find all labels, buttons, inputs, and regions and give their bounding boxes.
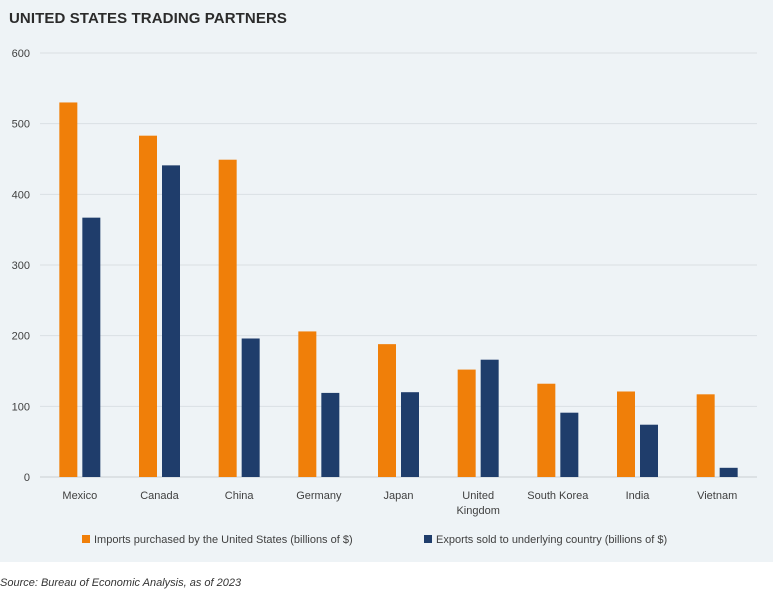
bar (218, 159, 237, 477)
chart-title: UNITED STATES TRADING PARTNERS (9, 10, 288, 27)
y-tick-label: 300 (12, 260, 30, 272)
x-axis-tick-labels: Mexico Canada China Germany Japan United Kingd… (62, 490, 737, 517)
bar (401, 392, 419, 477)
bar (298, 331, 317, 477)
bar (139, 135, 157, 477)
bar (457, 369, 476, 477)
bar (162, 165, 180, 478)
legend: Imports purchased by the United States (… (82, 534, 667, 546)
x-tick-label: United Kingdom (456, 490, 499, 517)
legend-swatch (82, 535, 90, 543)
y-tick-label: 100 (12, 401, 30, 413)
bar (537, 383, 556, 477)
chart-panel: UNITED STATES TRADING PARTNERS 0 100 200 30… (0, 0, 773, 562)
source-note: Source: Bureau of Economic Analysis, as … (0, 577, 242, 589)
bar (378, 344, 396, 477)
legend-label: Imports purchased by the United States (… (94, 534, 353, 546)
bar (719, 467, 738, 477)
bar (59, 102, 78, 477)
bar (560, 412, 579, 477)
x-tick-label: Mexico (62, 490, 97, 502)
bars (59, 102, 738, 478)
gridlines (40, 52, 757, 478)
x-tick-label: China (225, 490, 255, 502)
bar-chart: 0 100 200 300 400 500 600 Mexico Canada China Ger… (12, 48, 757, 546)
bar (321, 392, 340, 477)
legend-swatch (424, 535, 432, 543)
bar (480, 359, 499, 477)
bar (640, 424, 658, 477)
x-tick-label: Vietnam (697, 490, 737, 502)
bar (241, 338, 260, 477)
x-tick-label: India (626, 490, 651, 502)
y-axis-tick-labels: 0 100 200 300 400 500 600 (12, 48, 30, 484)
legend-label: Exports sold to underlying country (bill… (436, 534, 667, 546)
bar (617, 391, 635, 477)
y-tick-label: 400 (12, 189, 30, 201)
y-tick-label: 0 (24, 472, 30, 484)
y-tick-label: 200 (12, 331, 30, 343)
x-tick-label: Canada (140, 490, 179, 502)
y-tick-label: 500 (12, 119, 30, 131)
y-tick-label: 600 (12, 48, 30, 60)
x-tick-label: Germany (296, 490, 342, 502)
bar (696, 394, 715, 477)
x-tick-label: South Korea (527, 490, 589, 502)
bar (82, 217, 101, 478)
x-tick-label: Japan (384, 490, 414, 502)
